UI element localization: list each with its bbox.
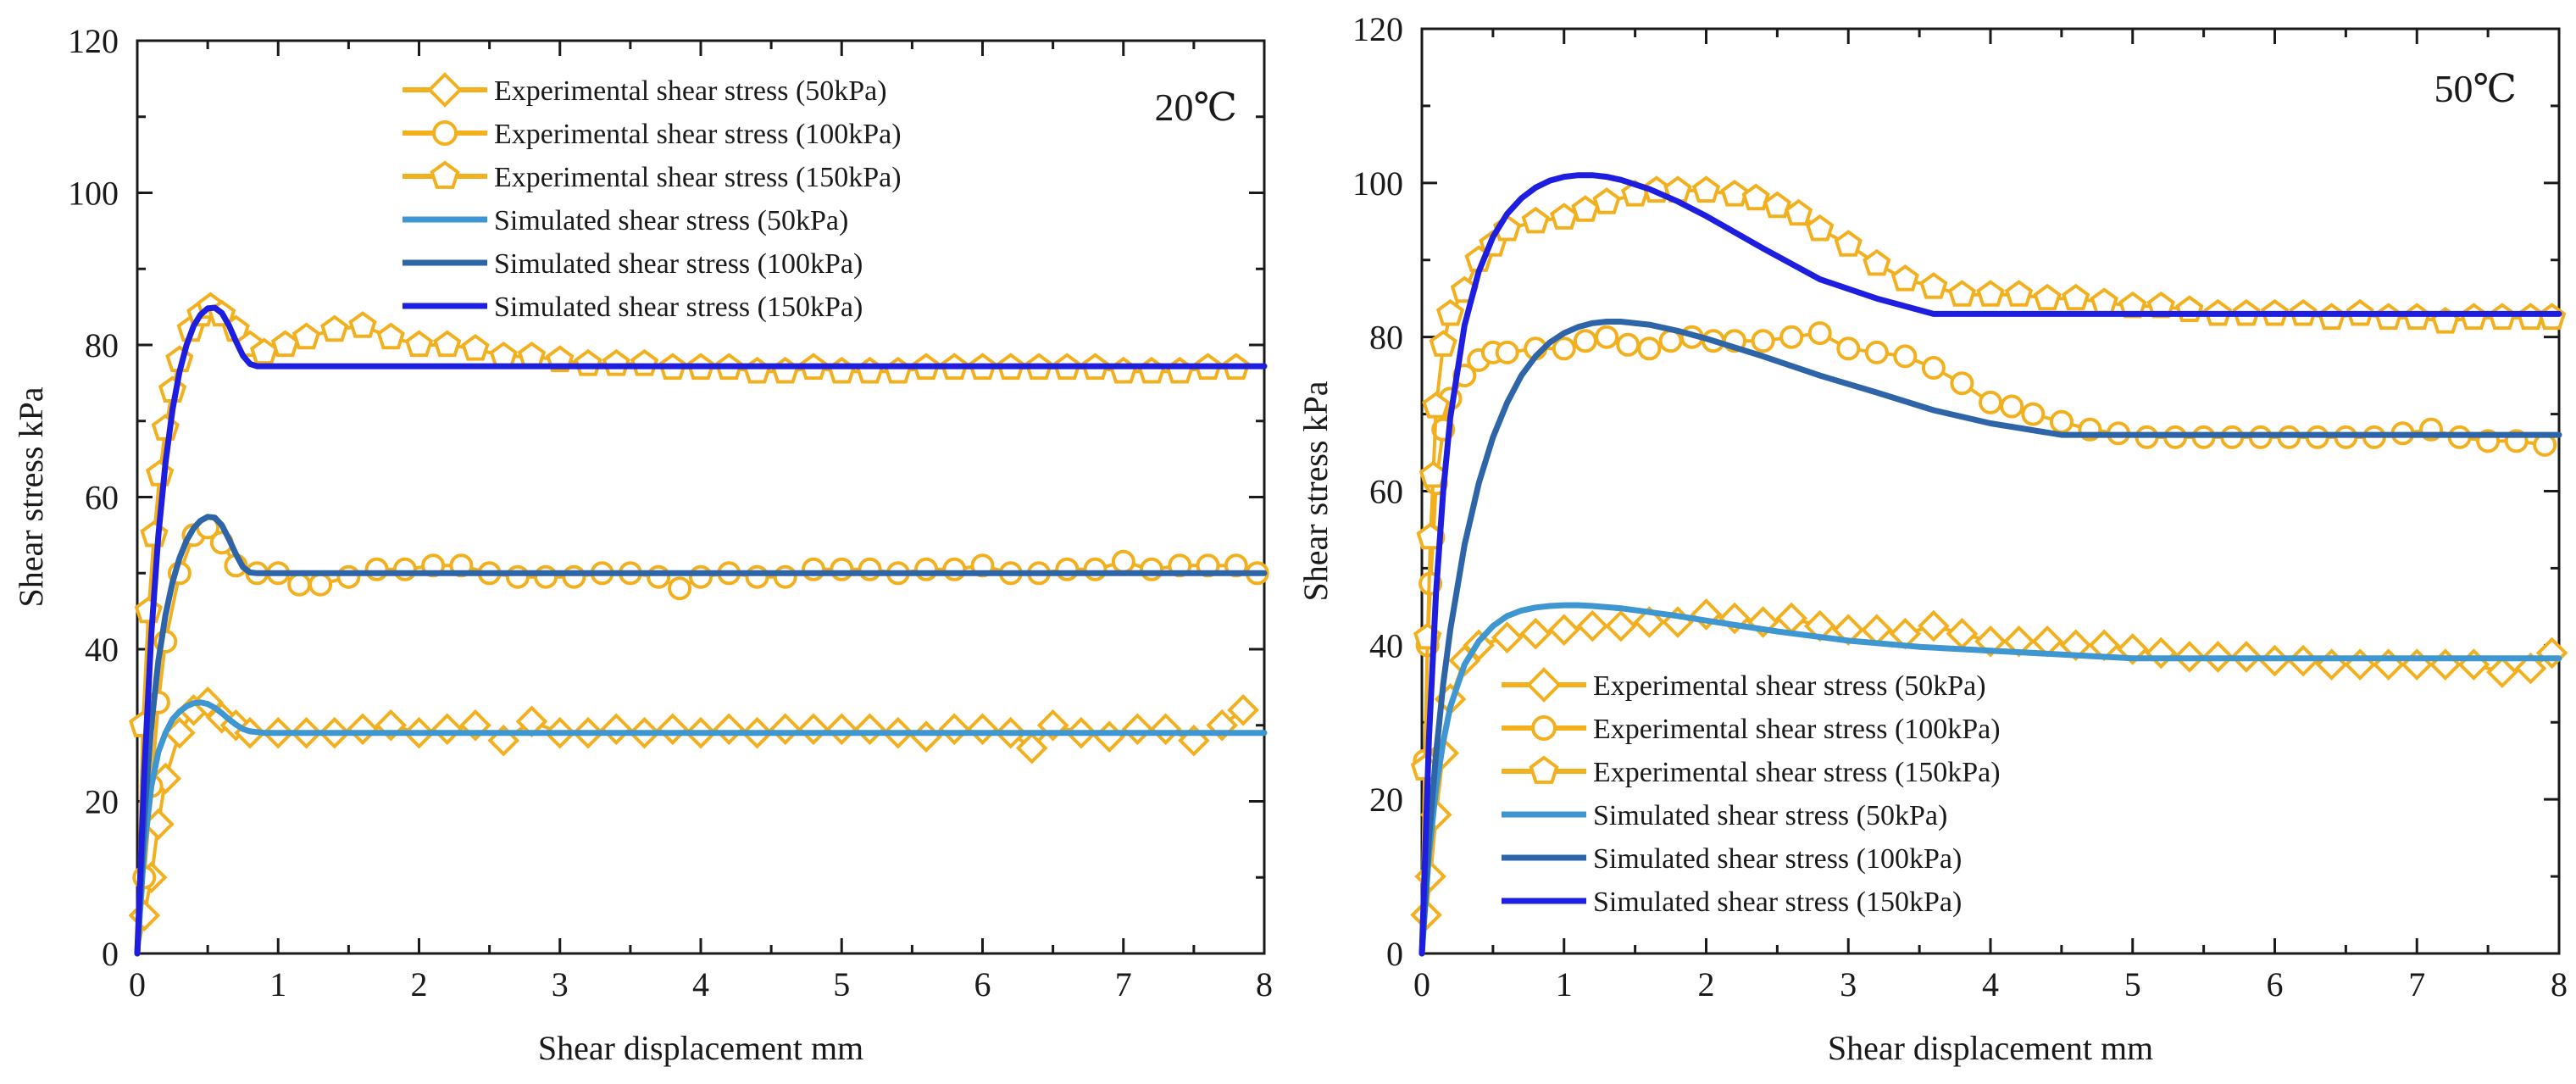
data-point-circle — [289, 575, 309, 595]
legend-label: Experimental shear stress (100kPa) — [1593, 714, 2001, 745]
legend-label: Experimental shear stress (50kPa) — [494, 75, 887, 107]
x-tick-label: 2 — [1698, 965, 1715, 1003]
data-point-circle — [1554, 338, 1574, 359]
data-point-circle — [536, 567, 556, 587]
x-tick-label: 5 — [833, 965, 850, 1003]
data-point-circle — [775, 567, 796, 587]
x-tick-label: 7 — [1115, 965, 1132, 1003]
data-point-circle — [944, 559, 964, 580]
y-tick-label: 40 — [1369, 626, 1403, 664]
legend-label: Simulated shear stress (150kPa) — [494, 292, 863, 323]
y-axis-title: Shear stress kPa — [1296, 381, 1335, 601]
data-point-circle — [1781, 327, 1802, 347]
legend-label: Experimental shear stress (50kPa) — [1593, 670, 1986, 702]
y-tick-label: 80 — [1369, 319, 1403, 357]
data-point-circle — [1085, 559, 1106, 580]
x-tick-label: 8 — [1256, 965, 1273, 1003]
legend-label: Simulated shear stress (100kPa) — [1593, 843, 1962, 875]
data-point-circle — [1141, 559, 1162, 580]
x-tick-label: 4 — [1982, 965, 1999, 1003]
legend-label: Simulated shear stress (150kPa) — [1593, 887, 1962, 918]
x-axis-title: Shear displacement mm — [1828, 1029, 2153, 1067]
y-tick-label: 40 — [85, 631, 119, 669]
data-point-circle — [860, 559, 880, 580]
data-point-circle — [1639, 338, 1659, 359]
y-tick-label: 100 — [68, 175, 119, 213]
data-point-circle — [564, 567, 584, 587]
legend-swatch-circle — [434, 122, 456, 144]
data-point-circle — [508, 567, 528, 587]
x-tick-label: 1 — [1556, 965, 1573, 1003]
data-point-circle — [831, 559, 852, 580]
data-point-circle — [1838, 338, 1858, 359]
x-tick-label: 0 — [129, 965, 146, 1003]
data-point-circle — [691, 567, 711, 587]
data-point-circle — [367, 559, 387, 580]
data-point-circle — [1113, 552, 1134, 572]
y-tick-label: 100 — [1352, 164, 1403, 203]
data-point-circle — [1924, 358, 1944, 378]
x-tick-label: 8 — [2551, 965, 2568, 1003]
y-tick-label: 60 — [85, 479, 119, 517]
y-tick-label: 0 — [1386, 935, 1403, 973]
data-point-circle — [2051, 412, 2072, 432]
data-point-circle — [747, 567, 768, 587]
y-tick-label: 80 — [85, 326, 119, 364]
data-point-circle — [2023, 404, 2043, 425]
y-axis-title: Shear stress kPa — [12, 386, 50, 607]
x-tick-label: 2 — [411, 965, 428, 1003]
data-point-circle — [648, 567, 669, 587]
data-point-circle — [1497, 342, 1518, 363]
data-point-circle — [338, 567, 358, 587]
data-point-circle — [669, 578, 690, 598]
x-tick-label: 4 — [692, 965, 709, 1003]
x-tick-label: 0 — [1413, 965, 1430, 1003]
x-axis-title: Shear displacement mm — [538, 1029, 863, 1067]
data-point-circle — [1057, 559, 1077, 580]
x-tick-label: 3 — [552, 965, 569, 1003]
x-tick-label: 1 — [269, 965, 286, 1003]
y-tick-label: 120 — [1352, 10, 1403, 48]
x-tick-label: 5 — [2124, 965, 2141, 1003]
y-tick-label: 0 — [102, 935, 119, 973]
y-tick-label: 120 — [68, 22, 119, 60]
legend-label: Experimental shear stress (150kPa) — [1593, 757, 2001, 788]
x-tick-label: 3 — [1840, 965, 1857, 1003]
x-tick-label: 6 — [974, 965, 991, 1003]
data-point-circle — [1618, 335, 1638, 355]
data-point-circle — [803, 559, 824, 580]
legend-label: Experimental shear stress (100kPa) — [494, 119, 902, 150]
temperature-label: 20℃ — [1155, 86, 1237, 129]
legend-label: Simulated shear stress (50kPa) — [1593, 800, 1947, 831]
data-point-circle — [1951, 373, 1972, 393]
data-point-circle — [1895, 346, 1915, 366]
legend-label: Simulated shear stress (100kPa) — [494, 248, 863, 280]
legend-label: Experimental shear stress (150kPa) — [494, 162, 902, 193]
legend-swatch-circle — [1533, 717, 1555, 739]
data-point-circle — [1753, 331, 1774, 351]
y-tick-label: 60 — [1369, 473, 1403, 511]
data-point-circle — [2001, 397, 2022, 417]
data-point-circle — [1980, 392, 2001, 413]
data-point-circle — [395, 559, 415, 580]
y-tick-label: 20 — [1369, 781, 1403, 819]
legend-label: Simulated shear stress (50kPa) — [494, 205, 848, 236]
x-tick-label: 6 — [2267, 965, 2284, 1003]
temperature-label: 50℃ — [2434, 67, 2517, 110]
data-point-circle — [1867, 342, 1887, 363]
data-point-circle — [1596, 327, 1617, 347]
data-point-circle — [916, 559, 936, 580]
data-point-circle — [1810, 323, 1830, 343]
data-point-circle — [1575, 331, 1596, 351]
y-tick-label: 20 — [85, 783, 119, 821]
x-tick-label: 7 — [2408, 965, 2425, 1003]
data-point-circle — [310, 575, 330, 595]
figure: 0 1 2 3 4 5 6 7 8020406080100120Shear displaceme… — [0, 0, 2576, 1084]
